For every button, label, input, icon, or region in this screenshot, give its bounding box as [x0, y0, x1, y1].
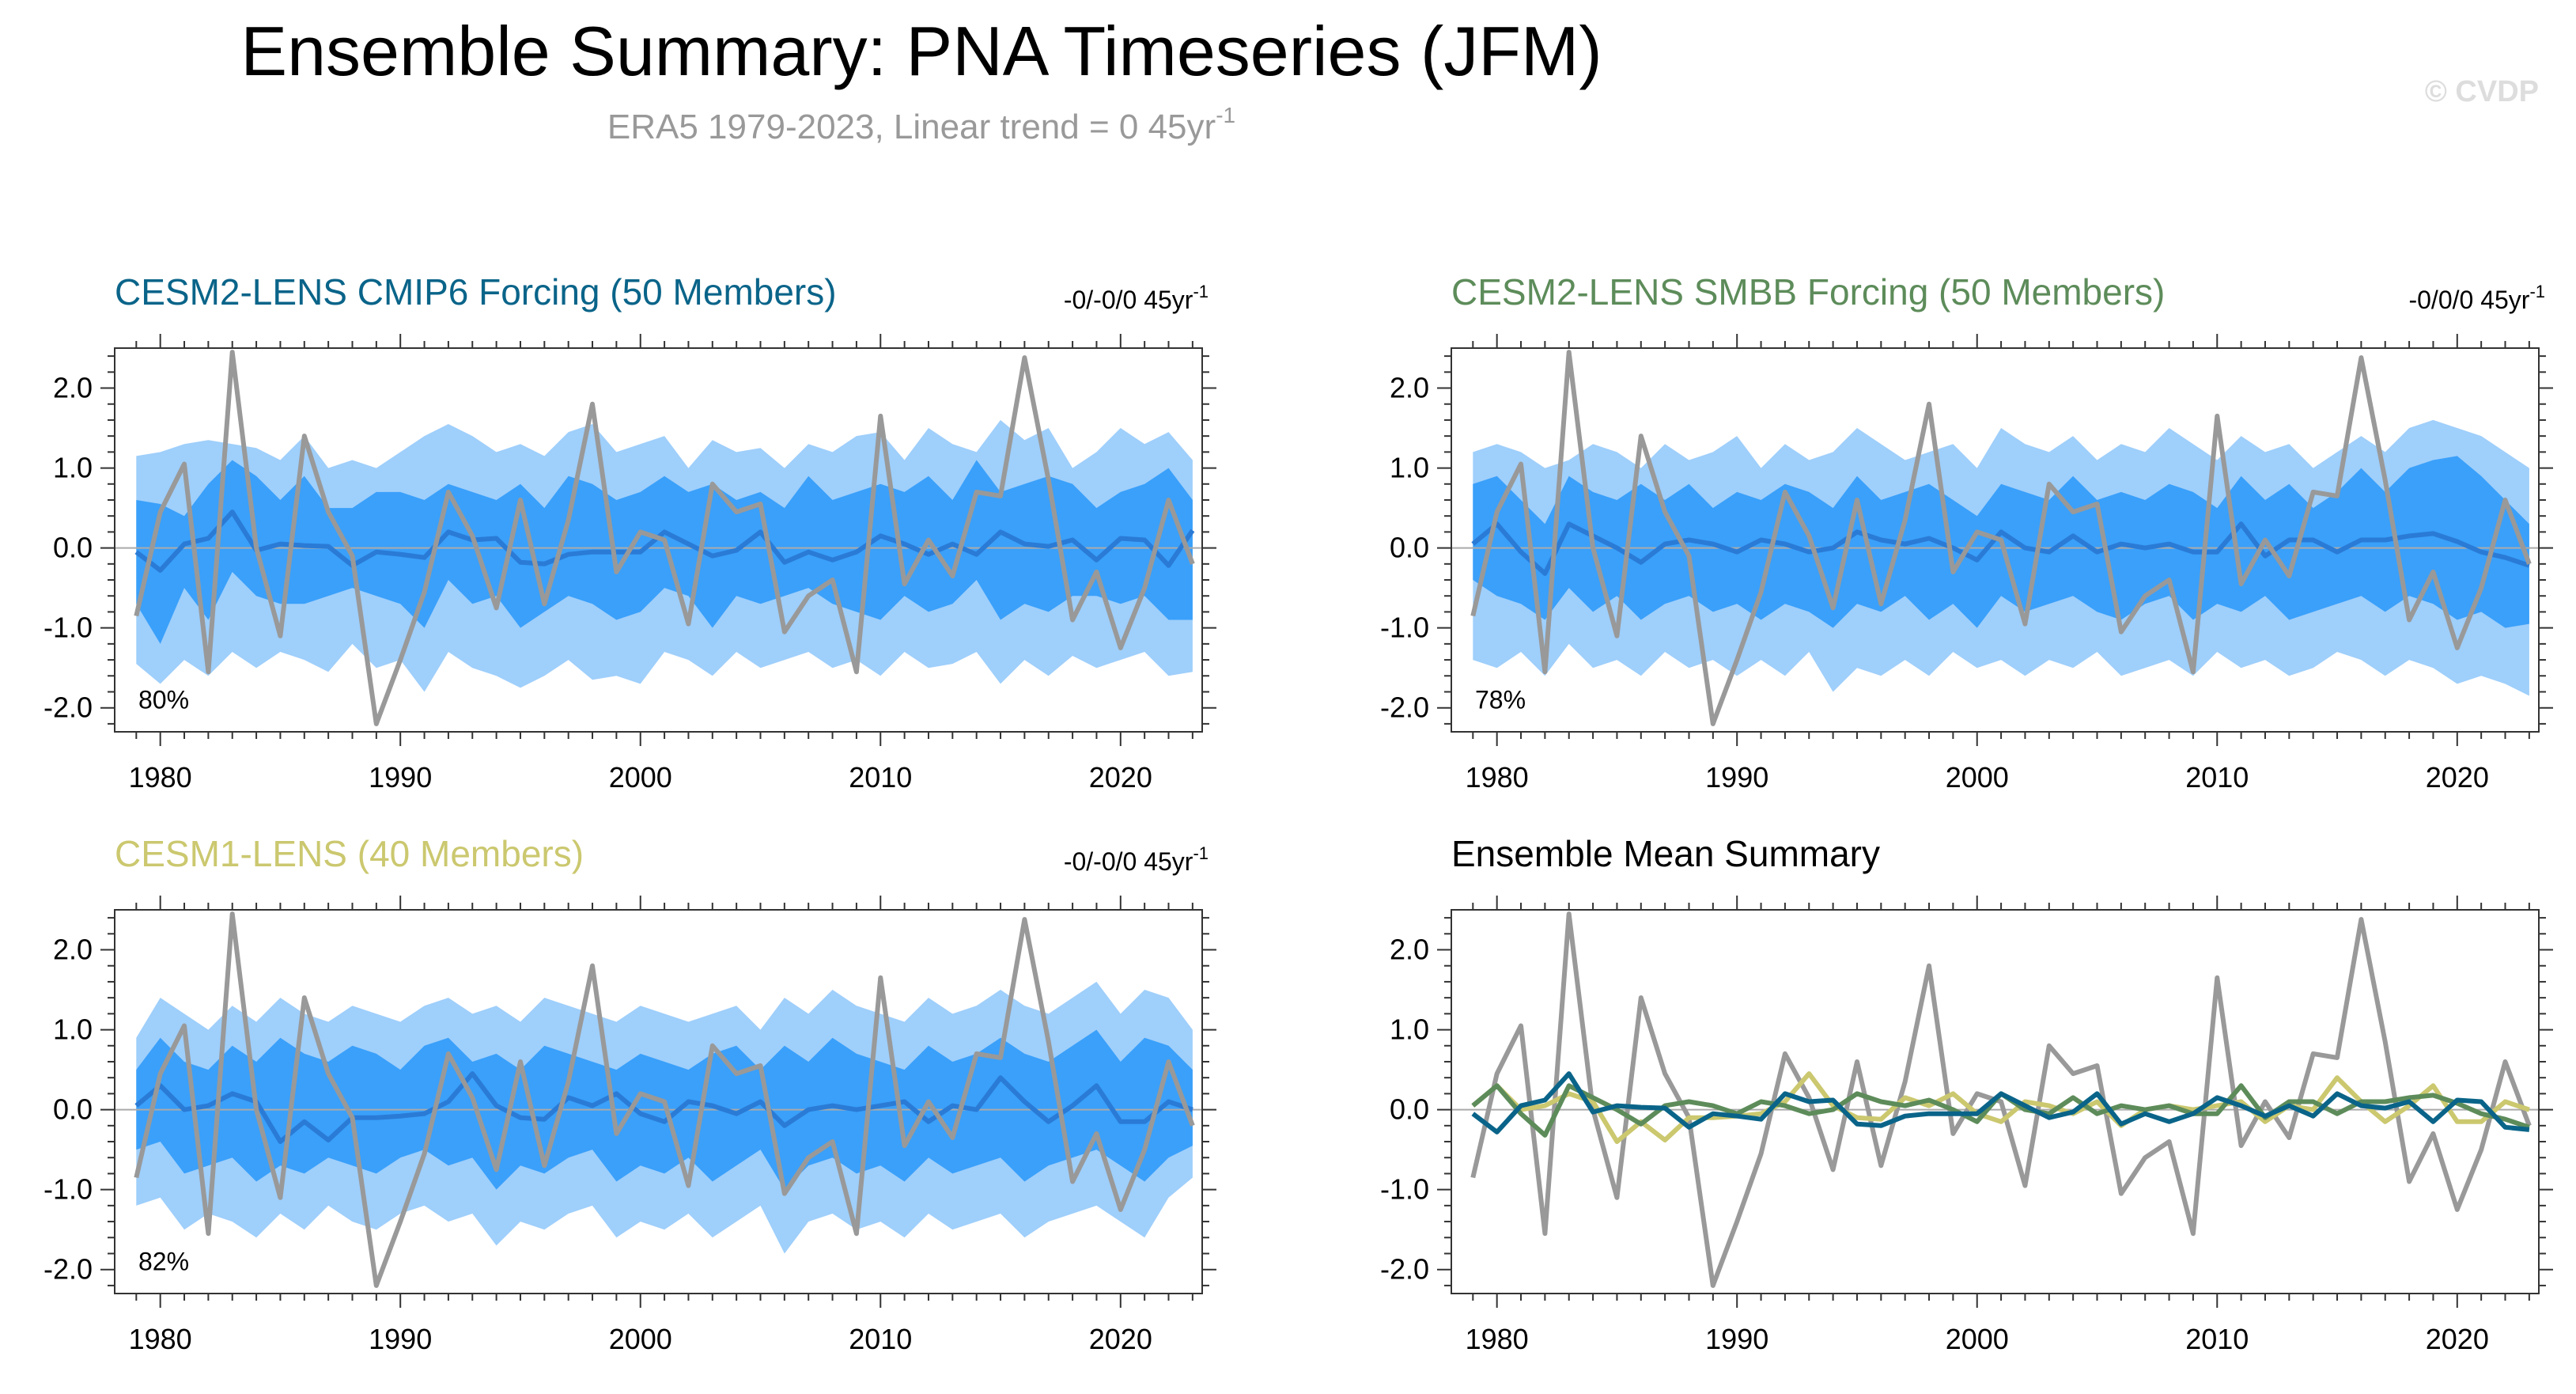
x-tick-label: 2020: [1089, 761, 1152, 794]
obs-line-cmip6: [134, 350, 1195, 726]
y-tick-label: 1.0: [53, 452, 93, 484]
x-tick-label: 2020: [1089, 1323, 1152, 1355]
y-tick-label: 0.0: [1390, 1093, 1429, 1126]
x-tick-label: 2000: [609, 1323, 672, 1355]
y-tick-label: -2.0: [1380, 691, 1429, 724]
figure-title: Ensemble Summary: PNA Timeseries (JFM): [240, 12, 1602, 90]
y-tick-label: -2.0: [44, 1253, 93, 1286]
trend-label-text: -0/-0/0 45yr: [1064, 286, 1193, 314]
y-tick-label: 1.0: [1390, 1013, 1429, 1046]
y-tick-label: 0.0: [53, 532, 93, 564]
x-tick-label: 2020: [2426, 761, 2489, 794]
y-tick-label: 2.0: [1390, 372, 1429, 404]
figure-subtitle-sup: -1: [1216, 103, 1235, 127]
trend-label-sup: -1: [1193, 843, 1209, 863]
trend-label-cmip6: -0/-0/0 45yr-1: [1064, 282, 1209, 314]
figure-subtitle: ERA5 1979-2023, Linear trend = 0 45yr-1: [607, 103, 1235, 146]
y-tick-label: 1.0: [1390, 452, 1429, 484]
panel-title-cmip6: CESM2-LENS CMIP6 Forcing (50 Members): [115, 271, 837, 313]
obs-line-smbb: [1470, 350, 2532, 726]
x-tick-label: 2020: [2426, 1323, 2489, 1355]
x-tick-label: 2000: [1946, 1323, 2009, 1355]
x-tick-label: 2010: [2185, 761, 2249, 794]
plot-frame: [114, 347, 1203, 733]
y-tick-label: -1.0: [44, 1173, 93, 1206]
panel-cesm1: CESM1-LENS (40 Members) -0/-0/0 45yr-1 82%…: [44, 833, 1216, 1355]
ens-mean-line-smbb: [1471, 521, 2530, 576]
panel-title-smbb: CESM2-LENS SMBB Forcing (50 Members): [1451, 271, 2165, 313]
trend-label-text: -0/0/0 45yr: [2408, 286, 2529, 314]
y-tick-label: 1.0: [53, 1013, 93, 1046]
y-tick-label: 0.0: [1390, 532, 1429, 564]
x-tick-label: 1980: [129, 1323, 192, 1355]
x-tick-label: 2010: [849, 1323, 912, 1355]
band-inner-cmip6: [136, 460, 1193, 644]
watermark: © CVDP: [2425, 75, 2539, 108]
y-tick-label: -1.0: [1380, 612, 1429, 644]
trend-label-smbb: -0/0/0 45yr-1: [2408, 282, 2545, 314]
y-tick-label: -2.0: [1380, 1253, 1429, 1286]
panel-title-summary: Ensemble Mean Summary: [1451, 833, 1880, 874]
x-tick-label: 2010: [849, 761, 912, 794]
ens-mean-line-cesm1: [134, 1071, 1193, 1144]
trend-label-text: -0/-0/0 45yr: [1064, 847, 1193, 876]
panel-summary: Ensemble Mean Summary -2.0 -1.0 0.0 1.0 2.0 19…: [1380, 833, 2553, 1355]
x-tick-label: 2000: [1946, 761, 2009, 794]
y-tick-label: -2.0: [44, 691, 93, 724]
x-tick-label: 1990: [369, 761, 432, 794]
y-tick-label: -1.0: [1380, 1173, 1429, 1206]
trend-label-sup: -1: [2529, 282, 2545, 301]
ens-mean-line-cmip6: [134, 509, 1195, 573]
plot-frame: [1451, 909, 2540, 1294]
x-tick-label: 2000: [609, 761, 672, 794]
plot-frame: [114, 909, 1203, 1294]
figure-subtitle-text: ERA5 1979-2023, Linear trend = 0 45yr: [607, 108, 1216, 146]
trend-label-sup: -1: [1193, 282, 1209, 301]
x-tick-label: 1980: [1466, 761, 1529, 794]
y-tick-label: -1.0: [44, 612, 93, 644]
trend-label-cesm1: -0/-0/0 45yr-1: [1064, 843, 1209, 876]
x-tick-label: 1980: [129, 761, 192, 794]
panel-title-cesm1: CESM1-LENS (40 Members): [115, 833, 584, 874]
y-tick-label: 2.0: [1390, 934, 1429, 966]
percent-label-cesm1: 82%: [138, 1248, 189, 1276]
y-tick-label: 2.0: [53, 934, 93, 966]
series-line-cesm1: [1471, 1071, 2530, 1144]
x-tick-label: 1990: [369, 1323, 432, 1355]
percent-label-smbb: 78%: [1475, 686, 1526, 714]
panel-smbb: CESM2-LENS SMBB Forcing (50 Members) -0/0…: [1380, 271, 2553, 794]
x-tick-label: 1990: [1705, 1323, 1768, 1355]
panel-cmip6: CESM2-LENS CMIP6 Forcing (50 Members) -0/…: [44, 271, 1216, 794]
percent-label-cmip6: 80%: [138, 686, 189, 714]
obs-line-cesm1: [134, 911, 1195, 1288]
x-tick-label: 1980: [1466, 1323, 1529, 1355]
x-tick-label: 1990: [1705, 761, 1768, 794]
y-tick-label: 0.0: [53, 1093, 93, 1126]
plot-frame: [1451, 347, 2540, 733]
x-tick-label: 2010: [2185, 1323, 2249, 1355]
series-line-obs: [1470, 911, 2532, 1288]
series-line-cmip6: [1471, 1071, 2530, 1135]
y-tick-label: 2.0: [53, 372, 93, 404]
